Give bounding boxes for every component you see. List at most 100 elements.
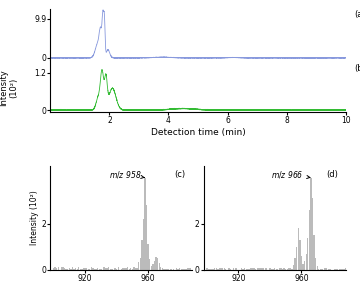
Bar	[91, 268, 92, 270]
Bar	[111, 269, 113, 270]
Bar	[293, 265, 294, 270]
Bar	[152, 264, 154, 270]
Bar	[143, 219, 144, 270]
Bar	[170, 269, 171, 270]
Bar	[66, 269, 67, 270]
Bar	[247, 269, 248, 270]
Y-axis label: Intensity (10²): Intensity (10²)	[30, 191, 39, 245]
Bar	[129, 269, 130, 270]
Bar	[242, 269, 244, 270]
Bar	[135, 268, 136, 270]
Bar	[138, 262, 139, 270]
Bar	[217, 269, 219, 270]
Bar	[282, 269, 283, 270]
Bar	[220, 268, 222, 270]
Bar	[244, 268, 246, 270]
Bar	[166, 269, 168, 270]
Bar	[249, 269, 250, 270]
Bar	[154, 261, 155, 270]
Bar	[287, 269, 288, 270]
Bar	[252, 268, 253, 270]
Text: $m/z$ 966: $m/z$ 966	[271, 169, 310, 180]
Bar	[132, 269, 133, 270]
Bar	[140, 258, 141, 270]
Bar	[62, 267, 64, 270]
Bar	[117, 267, 119, 270]
Bar	[211, 269, 212, 270]
Bar	[105, 268, 106, 270]
Bar	[302, 264, 304, 270]
Bar	[299, 240, 301, 270]
Bar	[273, 269, 274, 270]
Bar	[78, 267, 80, 270]
Bar	[92, 268, 94, 270]
Bar	[326, 268, 327, 270]
Bar	[246, 269, 247, 270]
Bar	[53, 268, 54, 270]
Bar	[294, 258, 296, 270]
Bar	[340, 269, 342, 270]
Bar	[250, 268, 252, 270]
Bar	[285, 269, 286, 270]
Bar	[260, 268, 261, 270]
Bar	[77, 269, 78, 270]
Bar	[258, 268, 260, 270]
Bar	[328, 269, 329, 270]
Bar	[301, 256, 302, 270]
Bar	[100, 269, 102, 270]
Bar	[83, 268, 84, 270]
Bar	[168, 269, 169, 270]
Bar	[306, 254, 307, 270]
Bar	[146, 205, 147, 270]
Bar	[298, 228, 299, 270]
Bar	[85, 268, 86, 270]
Bar	[56, 268, 57, 270]
Bar	[89, 269, 90, 270]
Bar	[275, 269, 277, 270]
Bar	[177, 269, 179, 270]
Bar	[124, 268, 125, 270]
Bar	[171, 269, 172, 270]
Bar	[99, 269, 100, 270]
Bar	[158, 263, 160, 270]
Bar	[176, 268, 177, 270]
Bar	[187, 268, 188, 270]
Bar	[235, 268, 236, 270]
Bar	[216, 268, 217, 270]
Bar	[94, 269, 95, 270]
Text: (c): (c)	[174, 170, 185, 179]
Bar	[342, 268, 343, 270]
Text: (b): (b)	[355, 64, 360, 73]
Text: Intensity
(10²): Intensity (10²)	[0, 70, 19, 106]
Bar	[67, 269, 68, 270]
Bar	[314, 235, 315, 270]
Bar	[337, 269, 338, 270]
Bar	[133, 267, 135, 270]
Bar	[257, 268, 258, 270]
Bar	[181, 269, 182, 270]
Bar	[103, 267, 105, 270]
Bar	[271, 269, 272, 270]
Text: (d): (d)	[327, 170, 338, 179]
Bar	[233, 268, 234, 270]
Bar	[219, 268, 220, 270]
Bar	[277, 269, 279, 270]
Bar	[339, 269, 340, 270]
Bar	[75, 268, 76, 270]
Bar	[230, 269, 231, 270]
Bar	[266, 268, 267, 270]
Bar	[334, 269, 335, 270]
Bar	[125, 268, 127, 270]
Text: $m/z$ 958: $m/z$ 958	[109, 169, 144, 180]
Bar	[209, 269, 211, 270]
Bar	[214, 268, 215, 270]
X-axis label: Detection time (min): Detection time (min)	[150, 128, 246, 137]
Bar	[336, 269, 337, 270]
Bar	[160, 267, 161, 270]
Bar	[280, 268, 282, 270]
Bar	[310, 178, 311, 270]
Bar	[316, 266, 318, 270]
Bar	[189, 268, 190, 270]
Bar	[263, 268, 264, 270]
Bar	[130, 268, 131, 270]
